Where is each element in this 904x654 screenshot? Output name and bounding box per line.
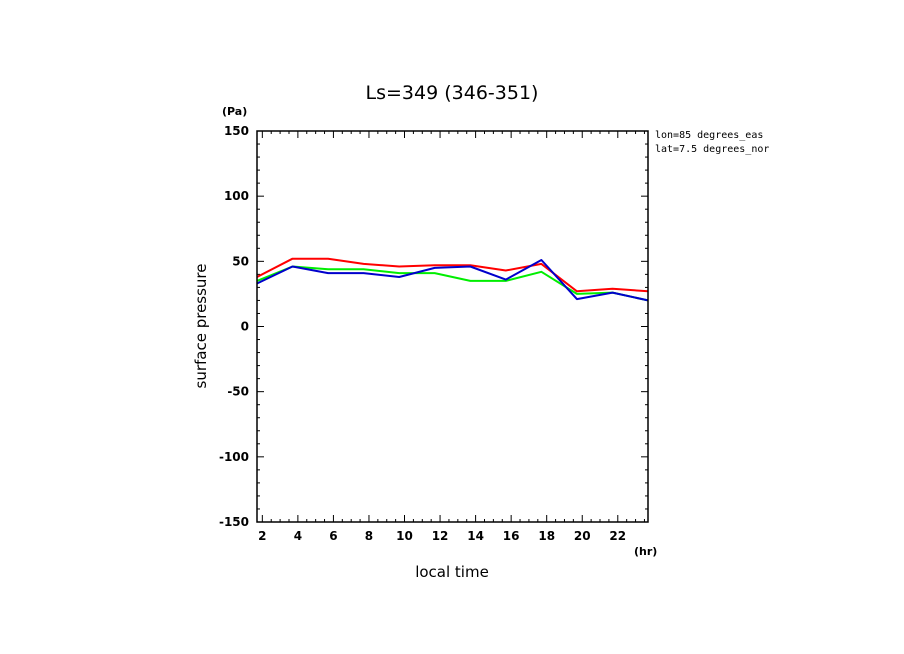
x-tick-label: 6 (329, 529, 337, 543)
y-unit-label: (Pa) (222, 105, 247, 118)
x-tick-label: 22 (609, 529, 626, 543)
x-tick-label: 18 (538, 529, 555, 543)
y-tick-label: 100 (224, 189, 249, 203)
x-unit-label: (hr) (634, 545, 657, 558)
plot-frame (256, 130, 649, 523)
x-tick-label: 20 (574, 529, 591, 543)
lat-annotation: lat=7.5 degrees_nor (655, 144, 769, 155)
series-line-3 (256, 259, 649, 302)
x-tick-label: 16 (503, 529, 520, 543)
x-tick-label: 8 (365, 529, 373, 543)
x-tick-label: 10 (396, 529, 413, 543)
x-tick-label: 14 (467, 529, 484, 543)
y-tick-label: 0 (241, 320, 249, 334)
x-tick-label: 12 (432, 529, 449, 543)
y-tick-label: -100 (219, 450, 249, 464)
lon-annotation: lon=85 degrees_eas (655, 130, 763, 141)
y-tick-label: -50 (227, 385, 249, 399)
x-tick-label: 4 (294, 529, 302, 543)
y-tick-label: 50 (232, 254, 249, 268)
x-axis-label: local time (415, 563, 489, 581)
series-line-1 (256, 257, 649, 293)
x-tick-label: 2 (258, 529, 266, 543)
y-tick-label: 150 (224, 124, 249, 138)
chart-title: Ls=349 (346-351) (366, 82, 539, 104)
y-axis-label: surface pressure (192, 264, 210, 389)
series-line-2 (256, 265, 649, 302)
y-tick-label: -150 (219, 515, 249, 529)
